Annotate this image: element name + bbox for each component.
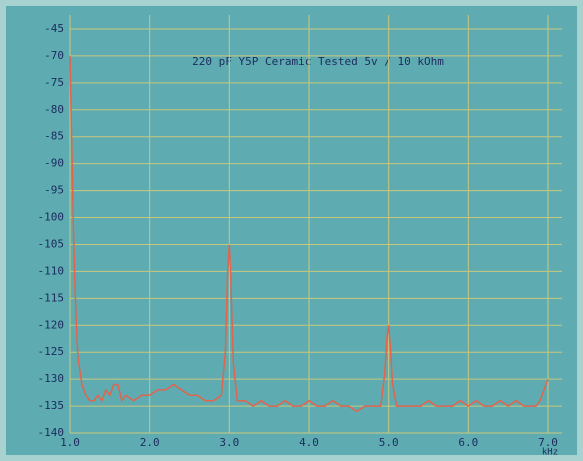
y-tick-label: -130: [38, 372, 65, 385]
x-tick-label: 4.0: [299, 436, 319, 449]
y-tick-label: -120: [38, 318, 65, 331]
y-tick-label: -90: [44, 157, 64, 170]
y-tick-label: -110: [38, 264, 65, 277]
y-tick-label: -80: [44, 103, 64, 116]
y-tick-label: -85: [44, 130, 64, 143]
x-tick-label: 2.0: [140, 436, 160, 449]
y-tick-label: -140: [38, 426, 65, 439]
x-axis-label: kHz: [542, 448, 558, 458]
y-tick-label: -45: [44, 22, 64, 35]
y-tick-label: -75: [44, 76, 64, 89]
y-tick-label: -135: [38, 399, 65, 412]
x-tick-label: 6.0: [458, 436, 478, 449]
y-tick-label: -105: [38, 237, 65, 250]
y-tick-label: -70: [44, 49, 64, 62]
y-tick-label: -115: [38, 291, 65, 304]
plot-background: [6, 6, 577, 455]
y-tick-label: -125: [38, 345, 65, 358]
x-tick-label: 7.0: [538, 436, 558, 449]
y-tick-label: -100: [38, 211, 65, 224]
x-tick-label: 5.0: [379, 436, 399, 449]
x-tick-label: 3.0: [219, 436, 239, 449]
x-tick-label: 1.0: [60, 436, 80, 449]
y-tick-label: -95: [44, 184, 64, 197]
spectrum-line: [69, 55, 549, 413]
chart-title: 220 pF Y5P Ceramic Tested 5v / 10 kOhm: [192, 55, 444, 68]
